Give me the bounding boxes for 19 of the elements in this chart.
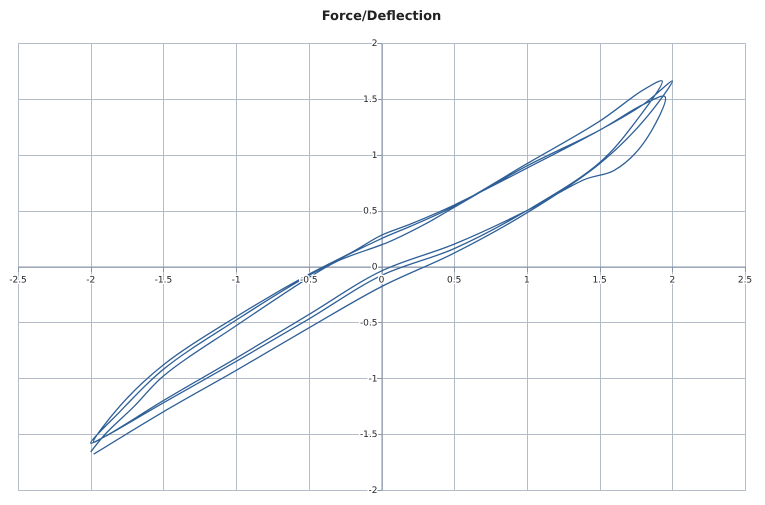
chart-title: Force/Deflection xyxy=(322,9,442,24)
y-tick-label: 1 xyxy=(372,150,378,161)
x-tick-label: 0 xyxy=(378,276,385,286)
x-tick-label: 0.5 xyxy=(447,276,462,286)
x-tick-label: -2.5 xyxy=(9,276,27,286)
x-tick-label: 2 xyxy=(669,276,676,286)
y-tick-label: 1.5 xyxy=(363,94,378,105)
x-tick-label: -2 xyxy=(86,276,96,286)
y-tick-label: -2 xyxy=(368,486,378,496)
x-tick-label: 1.5 xyxy=(592,276,607,286)
x-tick-label: 2.5 xyxy=(738,276,752,286)
y-tick-label: 2 xyxy=(372,39,378,49)
y-tick-label: -0.5 xyxy=(360,318,378,328)
y-tick-label: -1 xyxy=(368,374,378,384)
x-tick-label: -1 xyxy=(232,276,241,286)
x-tick-label: -1.5 xyxy=(154,276,172,286)
y-tick-label: -1.5 xyxy=(360,430,378,440)
y-tick-label: 0.5 xyxy=(363,206,378,217)
x-tick-label: 1 xyxy=(524,276,530,286)
